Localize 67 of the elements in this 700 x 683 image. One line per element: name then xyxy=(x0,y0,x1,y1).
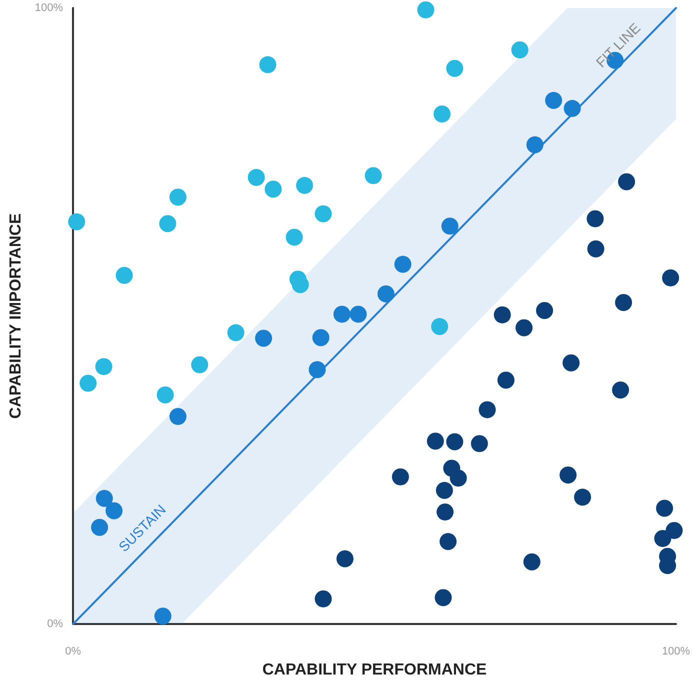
point xyxy=(248,168,265,186)
point xyxy=(478,401,496,418)
point xyxy=(286,228,303,246)
point xyxy=(436,482,453,499)
point xyxy=(227,324,244,342)
point xyxy=(169,408,186,425)
point xyxy=(526,136,544,154)
point xyxy=(441,218,458,235)
point xyxy=(336,550,354,568)
point xyxy=(91,518,108,536)
point xyxy=(314,205,332,222)
point xyxy=(417,1,434,18)
point xyxy=(450,470,467,487)
point xyxy=(436,503,454,520)
point xyxy=(574,488,592,506)
point xyxy=(654,530,672,547)
point xyxy=(562,354,580,372)
point xyxy=(333,306,350,323)
point xyxy=(156,386,174,404)
point xyxy=(536,302,554,319)
point xyxy=(564,100,581,117)
point xyxy=(434,589,452,606)
point xyxy=(545,92,562,109)
point xyxy=(96,490,113,507)
point xyxy=(255,330,272,347)
point xyxy=(587,240,604,258)
point xyxy=(618,173,636,190)
point xyxy=(116,266,133,284)
point xyxy=(523,553,540,570)
point xyxy=(296,176,314,194)
point xyxy=(666,522,683,539)
point xyxy=(259,56,276,74)
point xyxy=(560,466,577,484)
point xyxy=(68,213,86,230)
point xyxy=(364,167,382,184)
point xyxy=(662,269,680,286)
point xyxy=(392,468,409,486)
point xyxy=(586,210,604,228)
point xyxy=(377,285,394,302)
point xyxy=(446,60,464,77)
x-axis-title: CAPABILITY PERFORMANCE xyxy=(262,662,487,678)
point xyxy=(434,105,451,122)
point xyxy=(191,356,208,374)
point xyxy=(431,318,448,336)
point xyxy=(516,319,533,336)
point xyxy=(169,188,186,206)
point xyxy=(312,329,330,346)
point xyxy=(350,306,367,323)
point xyxy=(656,500,674,517)
point xyxy=(615,294,632,311)
point xyxy=(612,381,630,398)
point xyxy=(497,372,514,389)
point xyxy=(159,215,176,232)
point xyxy=(426,432,444,450)
point xyxy=(264,180,282,198)
point xyxy=(308,361,326,378)
point xyxy=(470,435,488,452)
point xyxy=(95,358,112,376)
point xyxy=(154,608,172,625)
point xyxy=(440,533,457,550)
point xyxy=(314,590,332,608)
point xyxy=(446,433,464,450)
point xyxy=(511,41,528,58)
point xyxy=(494,306,511,324)
point xyxy=(394,256,412,273)
point xyxy=(80,374,97,392)
y-axis-title: CAPABILITY IMPORTANCE xyxy=(8,213,24,419)
